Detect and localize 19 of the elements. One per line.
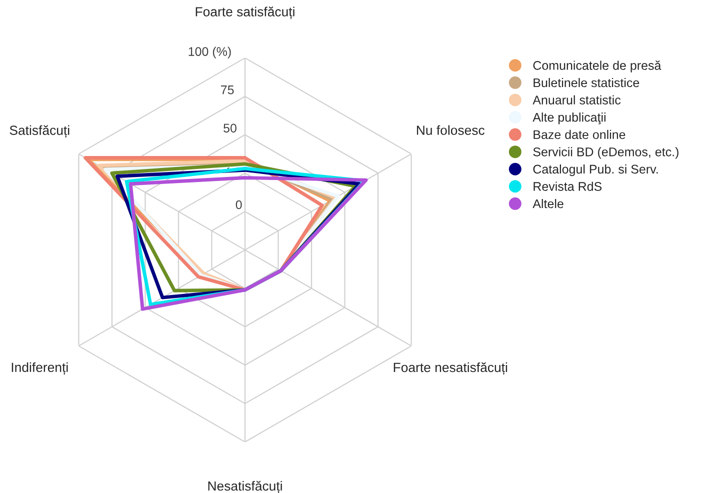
- legend-label: Baze date online: [534, 130, 626, 140]
- spoke-label: Foarte satisfăcuți: [196, 6, 294, 20]
- y-tick-label: 50: [224, 124, 236, 133]
- legend-label: Alte publicaţii: [532, 112, 606, 124]
- legend-label: Catalogul Pub. si Serv.: [533, 164, 658, 176]
- y-tick-label: 75: [221, 86, 234, 94]
- y-tick-label: 100 (%): [188, 46, 231, 58]
- legend-label: Buletinele statistice: [534, 78, 640, 88]
- legend-label: Revista RdS: [534, 182, 602, 191]
- spoke-label: Satisfăcuți: [10, 125, 70, 138]
- spoke-label: Nesatisfăcuți: [208, 480, 282, 493]
- legend-label: Anuarul statistic: [532, 95, 621, 104]
- legend-label: Comunicatele de presă: [533, 60, 662, 72]
- spoke-label: Indiferenți: [12, 362, 68, 375]
- legend-label: Altele: [532, 198, 564, 208]
- spoke-label: Foarte nesatisfăcuți: [394, 362, 508, 375]
- spoke-label: Nu folosesc: [416, 125, 484, 135]
- y-tick-label: 0: [236, 200, 242, 210]
- legend-label: Servicii BD (eDemos, etc.): [533, 147, 678, 159]
